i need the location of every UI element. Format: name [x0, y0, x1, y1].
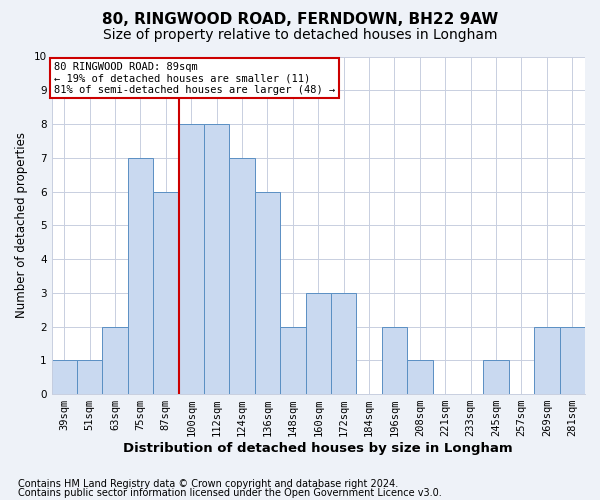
- Bar: [255, 192, 280, 394]
- Bar: [128, 158, 153, 394]
- Bar: [407, 360, 433, 394]
- Y-axis label: Number of detached properties: Number of detached properties: [15, 132, 28, 318]
- Text: 80, RINGWOOD ROAD, FERNDOWN, BH22 9AW: 80, RINGWOOD ROAD, FERNDOWN, BH22 9AW: [102, 12, 498, 28]
- Bar: [305, 293, 331, 394]
- Bar: [484, 360, 509, 394]
- Bar: [331, 293, 356, 394]
- Bar: [52, 360, 77, 394]
- Bar: [204, 124, 229, 394]
- Text: Contains public sector information licensed under the Open Government Licence v3: Contains public sector information licen…: [18, 488, 442, 498]
- Bar: [560, 326, 585, 394]
- Bar: [280, 326, 305, 394]
- Text: Size of property relative to detached houses in Longham: Size of property relative to detached ho…: [103, 28, 497, 42]
- X-axis label: Distribution of detached houses by size in Longham: Distribution of detached houses by size …: [124, 442, 513, 455]
- Text: 80 RINGWOOD ROAD: 89sqm
← 19% of detached houses are smaller (11)
81% of semi-de: 80 RINGWOOD ROAD: 89sqm ← 19% of detache…: [54, 62, 335, 95]
- Bar: [179, 124, 204, 394]
- Bar: [229, 158, 255, 394]
- Text: Contains HM Land Registry data © Crown copyright and database right 2024.: Contains HM Land Registry data © Crown c…: [18, 479, 398, 489]
- Bar: [103, 326, 128, 394]
- Bar: [153, 192, 179, 394]
- Bar: [534, 326, 560, 394]
- Bar: [382, 326, 407, 394]
- Bar: [77, 360, 103, 394]
